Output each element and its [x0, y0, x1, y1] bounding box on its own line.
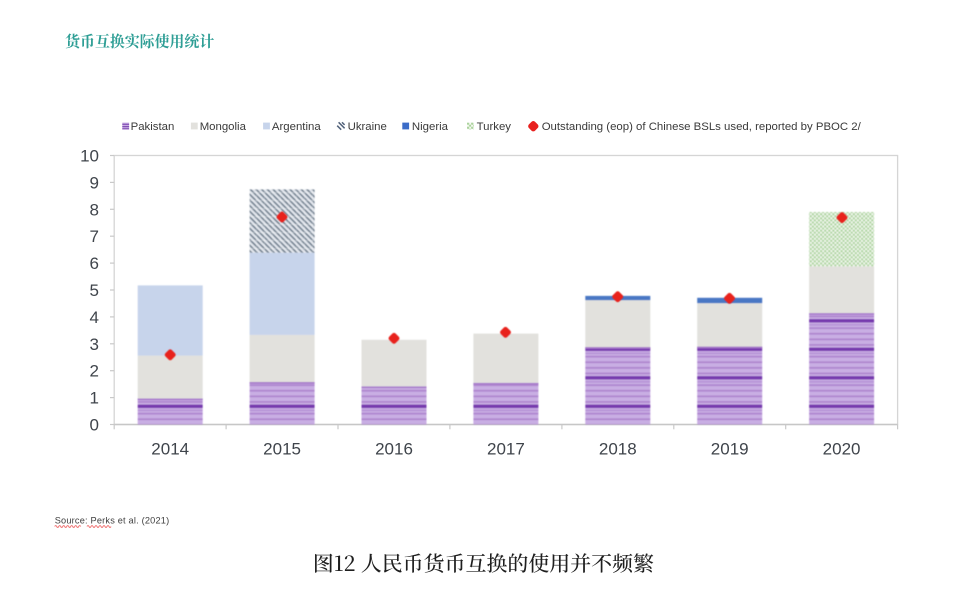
- svg-text:2020: 2020: [823, 440, 861, 459]
- svg-text:2019: 2019: [711, 440, 749, 459]
- svg-text:Source: Perks et al. (2021): Source: Perks et al. (2021): [55, 516, 170, 526]
- svg-text:7: 7: [90, 227, 99, 246]
- svg-text:2: 2: [90, 362, 99, 381]
- svg-text:6: 6: [90, 254, 99, 273]
- svg-text:3: 3: [90, 335, 99, 354]
- svg-text:Ukraine: Ukraine: [348, 121, 387, 133]
- svg-text:5: 5: [90, 281, 99, 300]
- svg-text:8: 8: [90, 200, 99, 219]
- svg-text:Outstanding (eop) of Chinese B: Outstanding (eop) of Chinese BSLs used, …: [542, 121, 862, 133]
- svg-text:10: 10: [80, 147, 99, 166]
- svg-text:Pakistan: Pakistan: [131, 121, 175, 133]
- svg-text:Argentina: Argentina: [272, 121, 321, 133]
- svg-text:2016: 2016: [375, 440, 413, 459]
- svg-text:2015: 2015: [263, 440, 301, 459]
- svg-text:Mongolia: Mongolia: [200, 121, 247, 133]
- svg-text:0: 0: [90, 416, 99, 435]
- svg-text:1: 1: [90, 389, 99, 408]
- svg-text:9: 9: [90, 173, 99, 192]
- svg-text:2018: 2018: [599, 440, 637, 459]
- svg-text:Nigeria: Nigeria: [412, 121, 449, 133]
- svg-text:Turkey: Turkey: [477, 121, 512, 133]
- svg-text:2017: 2017: [487, 440, 525, 459]
- svg-text:4: 4: [90, 308, 99, 327]
- svg-text:2014: 2014: [151, 440, 189, 459]
